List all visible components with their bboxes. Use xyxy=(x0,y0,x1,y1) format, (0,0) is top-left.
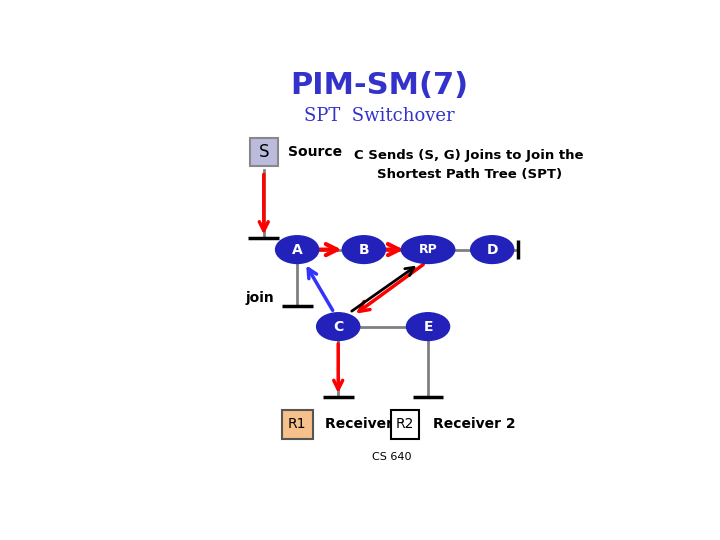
Ellipse shape xyxy=(471,236,514,264)
Text: Receiver 2: Receiver 2 xyxy=(433,417,516,431)
Ellipse shape xyxy=(317,313,360,340)
Text: D: D xyxy=(487,242,498,256)
Text: S: S xyxy=(258,143,269,161)
Ellipse shape xyxy=(342,236,385,264)
Text: C: C xyxy=(333,320,343,334)
Text: join: join xyxy=(246,292,274,305)
Text: Source: Source xyxy=(289,145,343,159)
FancyBboxPatch shape xyxy=(250,138,278,166)
Text: CS 640: CS 640 xyxy=(372,453,412,462)
FancyBboxPatch shape xyxy=(282,410,312,438)
Text: C Sends (S, G) Joins to Join the
Shortest Path Tree (SPT): C Sends (S, G) Joins to Join the Shortes… xyxy=(354,149,584,181)
Text: Receiver 1: Receiver 1 xyxy=(325,417,408,431)
FancyBboxPatch shape xyxy=(391,410,419,438)
Text: R2: R2 xyxy=(396,417,414,431)
Text: SPT  Switchover: SPT Switchover xyxy=(304,107,454,125)
Text: PIM-SM(7): PIM-SM(7) xyxy=(290,71,468,100)
Ellipse shape xyxy=(401,236,455,264)
Text: RP: RP xyxy=(418,243,438,256)
Text: R1: R1 xyxy=(288,417,307,431)
Ellipse shape xyxy=(276,236,319,264)
Text: E: E xyxy=(423,320,433,334)
Text: B: B xyxy=(359,242,369,256)
Ellipse shape xyxy=(407,313,449,340)
Text: A: A xyxy=(292,242,302,256)
